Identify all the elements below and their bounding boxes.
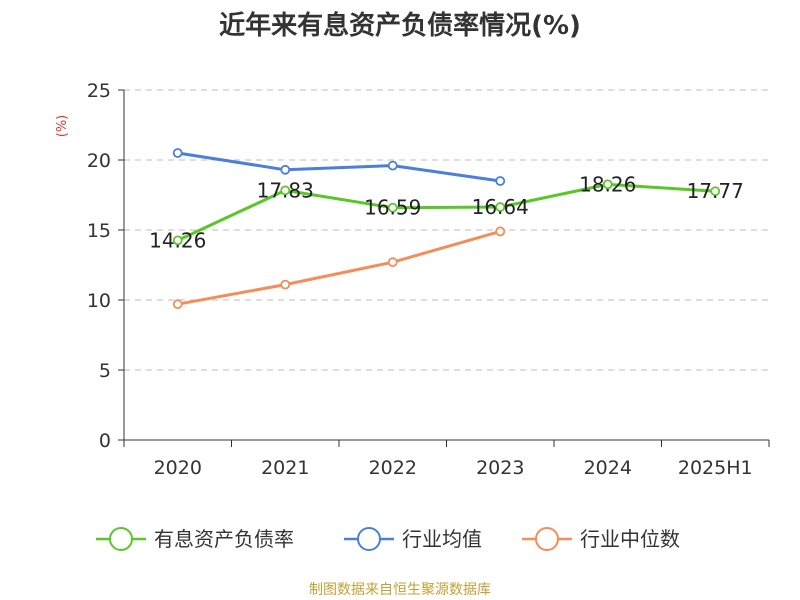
data-label: 18.26 — [579, 172, 636, 196]
legend-marker — [357, 527, 381, 551]
y-tick-label: 5 — [99, 360, 111, 382]
legend-marker — [109, 527, 133, 551]
data-point[interactable] — [495, 202, 506, 212]
legend-marker — [535, 527, 559, 551]
legend-item-1[interactable]: 行业均值 — [344, 527, 482, 551]
legend-label: 有息资产负债率 — [154, 527, 294, 551]
x-tick-label: 2024 — [584, 457, 632, 479]
series-line-0 — [177, 182, 716, 242]
y-tick-label: 15 — [87, 220, 111, 242]
data-point[interactable] — [280, 164, 291, 175]
data-point[interactable] — [710, 186, 721, 197]
data-point[interactable] — [495, 226, 506, 237]
data-point[interactable] — [172, 299, 183, 310]
data-label: 14.26 — [149, 228, 206, 252]
data-label: 17.83 — [257, 178, 314, 202]
series-line-1 — [177, 151, 501, 183]
chart-title: 近年来有息资产负债率情况(%) — [219, 10, 581, 41]
legend-label: 行业中位数 — [580, 527, 680, 551]
data-labels: 14.26 17.83 16.59 16.64 18.26 17.77 — [149, 172, 744, 252]
legend-item-0[interactable]: 有息资产负债率 — [96, 527, 294, 551]
series-line-2 — [177, 229, 501, 306]
legend-item-2[interactable]: 行业中位数 — [522, 527, 680, 551]
gridlines — [124, 89, 769, 371]
x-tick-label: 2023 — [476, 457, 524, 479]
data-point[interactable] — [387, 202, 398, 213]
data-label: 17.77 — [687, 179, 744, 203]
data-label: 16.64 — [472, 195, 529, 219]
legend-label: 行业均值 — [402, 527, 482, 551]
y-tick-label: 0 — [99, 430, 111, 452]
source-note: 制图数据来自恒生聚源数据库 — [309, 582, 491, 598]
data-point[interactable] — [172, 235, 183, 246]
data-point[interactable] — [280, 279, 291, 290]
data-point[interactable] — [387, 257, 398, 268]
legend[interactable]: 有息资产负债率 行业均值 行业中位数 — [96, 527, 680, 551]
data-label: 16.59 — [364, 196, 421, 220]
series-lines — [172, 148, 721, 310]
y-axis-unit-label: (%) — [55, 115, 70, 138]
x-tick-label: 2022 — [369, 457, 417, 479]
y-tick-label: 10 — [87, 290, 111, 312]
x-axis-tick-labels: 2020 2021 2022 2023 2024 2025H1 — [154, 457, 753, 479]
data-point[interactable] — [280, 185, 291, 196]
x-tick-label: 2021 — [261, 457, 309, 479]
y-tick-label: 20 — [87, 150, 111, 172]
y-axis-tick-labels: 0 5 10 15 20 25 — [87, 80, 111, 452]
data-point[interactable] — [495, 176, 506, 186]
x-tick-label: 2020 — [154, 457, 202, 479]
y-tick-label: 25 — [87, 80, 111, 102]
data-point[interactable] — [172, 148, 183, 158]
data-point[interactable] — [602, 179, 613, 190]
x-tick-label: 2025H1 — [678, 457, 753, 479]
data-point[interactable] — [387, 160, 398, 171]
axes — [118, 89, 770, 447]
